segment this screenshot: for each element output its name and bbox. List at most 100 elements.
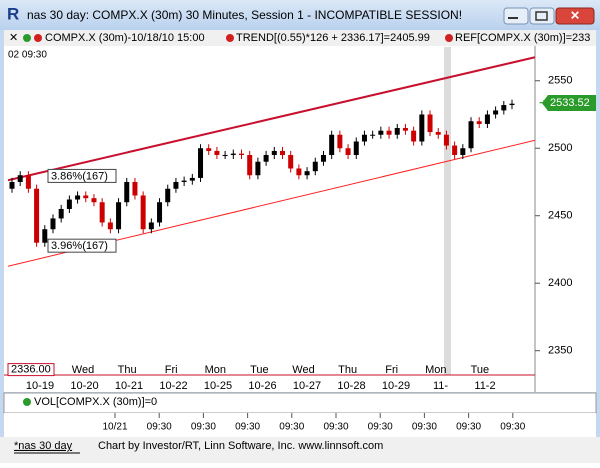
date-label: 10-28 — [337, 380, 365, 392]
close-button[interactable] — [555, 7, 595, 25]
status-dot — [23, 398, 31, 406]
y-tick-label: 2350 — [548, 345, 572, 357]
y-tick-label: 2400 — [548, 277, 572, 289]
candle-body — [222, 154, 228, 156]
candle-body — [25, 175, 31, 189]
candle-body — [132, 181, 138, 196]
day-label: Tue — [471, 364, 490, 376]
info-bar — [4, 30, 596, 46]
candle-body — [9, 181, 15, 189]
day-label: Thu — [338, 364, 357, 376]
status-dot — [23, 34, 31, 42]
candle-body — [411, 130, 417, 142]
volume-label: VOL[COMPX.X (30m)]=0 — [34, 396, 157, 408]
date-label: 11-2 — [474, 380, 495, 392]
trend-label: 3.96%(167) — [51, 240, 108, 252]
candle-body — [263, 154, 269, 162]
candle-body — [345, 148, 351, 155]
time-label: 09:30 — [235, 422, 260, 433]
info-trend: TREND[(0.55)*126 + 2336.17]=2405.99 — [236, 32, 430, 44]
corner-time: 02 09:30 — [8, 50, 47, 61]
last-price-label: 2533.52 — [550, 97, 590, 109]
candle-body — [17, 175, 23, 182]
candle-body — [181, 180, 187, 182]
candle-body — [173, 181, 179, 189]
price-pane — [4, 46, 596, 392]
y-tick-label: 2500 — [548, 142, 572, 154]
day-label: Mon — [425, 364, 446, 376]
candle-body — [427, 114, 433, 133]
status-dot — [226, 34, 234, 42]
candle-body — [296, 168, 302, 176]
trend-label-box — [47, 168, 117, 183]
minimize-button[interactable] — [503, 7, 529, 25]
candle-body — [279, 150, 285, 155]
candle-body — [493, 110, 499, 115]
chart-tab[interactable]: *nas 30 day — [14, 440, 73, 452]
candle-body — [50, 218, 56, 230]
date-label: 10-20 — [70, 380, 98, 392]
candle-body — [476, 121, 482, 124]
trend-label-box — [47, 238, 117, 253]
candle-body — [198, 148, 204, 178]
candle-body — [214, 150, 220, 155]
candle-body — [370, 134, 376, 136]
status-dot — [34, 34, 42, 42]
candle-body — [157, 202, 163, 223]
trend-label: 3.86%(167) — [51, 170, 108, 182]
date-label: 10-29 — [382, 380, 410, 392]
candle-body — [394, 127, 400, 135]
day-label: Mon — [205, 364, 226, 376]
time-label: 09:30 — [147, 422, 172, 433]
candle-body — [378, 130, 384, 135]
candle-body — [361, 134, 367, 142]
candle-body — [468, 121, 474, 149]
maximize-button[interactable] — [529, 7, 555, 25]
candle-body — [386, 130, 392, 135]
candle-body — [247, 154, 253, 176]
candle-body — [66, 199, 72, 209]
candle-body — [288, 154, 294, 169]
candle-body — [329, 134, 335, 155]
candle-body — [435, 132, 441, 135]
candle-body — [419, 114, 425, 142]
candle-body — [402, 127, 408, 131]
candle-body — [75, 195, 81, 200]
day-label: Tue — [250, 364, 269, 376]
candle-body — [189, 177, 195, 181]
candle-body — [304, 171, 310, 176]
time-label: 09:30 — [368, 422, 393, 433]
day-label: Fri — [165, 364, 178, 376]
minimize-icon — [508, 17, 518, 19]
candle-body — [230, 153, 236, 155]
candle-body — [255, 161, 261, 176]
day-label: Wed — [72, 364, 94, 376]
session-band — [444, 47, 451, 375]
date-label: 10-27 — [293, 380, 321, 392]
time-label: 09:30 — [456, 422, 481, 433]
credit: Chart by Investor/RT, Linn Software, Inc… — [98, 440, 383, 452]
title-bar — [0, 0, 600, 30]
time-label: 09:30 — [191, 422, 216, 433]
candle-body — [239, 153, 245, 155]
info-close[interactable]: ✕ — [9, 32, 18, 44]
status-dot — [445, 34, 453, 42]
day-label: Wed — [292, 364, 314, 376]
date-label: 10-26 — [248, 380, 276, 392]
trend-line — [7, 56, 536, 182]
y-tick-label: 2550 — [548, 75, 572, 87]
candle-body — [353, 141, 359, 155]
candle-body — [99, 202, 105, 223]
close-icon: ✕ — [570, 9, 580, 23]
candle-body — [460, 148, 466, 155]
candle-body — [271, 150, 277, 155]
date-label: 10-21 — [115, 380, 143, 392]
info-symbol: COMPX.X (30m)-10/18/10 15:00 — [45, 32, 205, 44]
day-label: Thu — [118, 364, 137, 376]
candle-body — [443, 134, 449, 146]
candle-body — [124, 181, 130, 203]
candle-body — [91, 198, 97, 203]
status-bar — [0, 437, 600, 463]
candle-body — [337, 134, 343, 149]
